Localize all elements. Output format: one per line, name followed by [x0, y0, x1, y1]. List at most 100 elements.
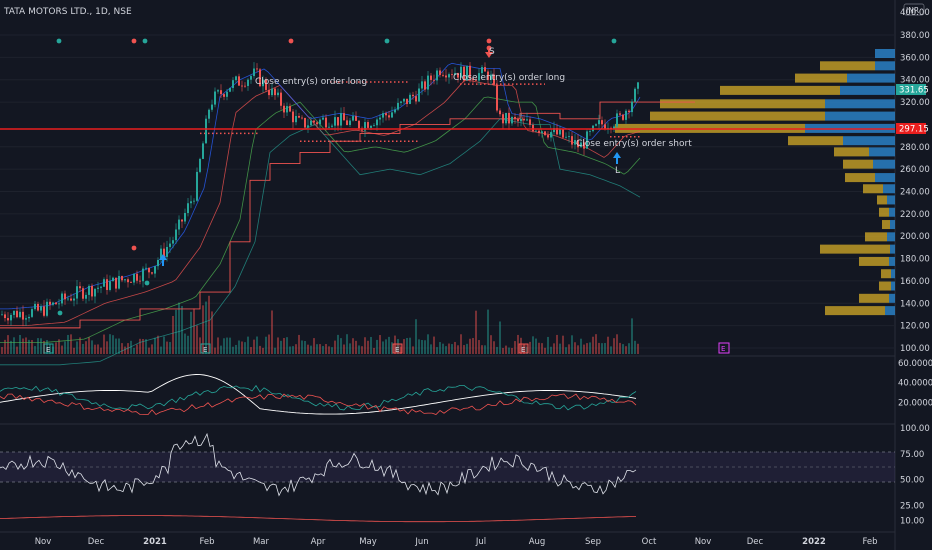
vp-bar-down	[887, 195, 895, 205]
volume-bar	[412, 346, 414, 354]
candle-body	[232, 80, 234, 88]
dmi-tick-label: 20.0000	[898, 398, 932, 408]
volume-bar	[163, 336, 165, 354]
rsi-axis[interactable]: 100.00 75.00 50.00 25.00 10.00	[900, 424, 930, 527]
volume-bar	[622, 344, 624, 354]
volume-bar	[118, 338, 120, 354]
volume-bar	[475, 310, 477, 354]
volume-bar	[49, 343, 51, 354]
volume-bar	[418, 339, 420, 354]
candle-body	[175, 229, 177, 241]
candle-body	[532, 124, 534, 132]
volume-bar	[283, 338, 285, 354]
candle-body	[385, 113, 387, 116]
time-tick-label: 2021	[143, 537, 167, 547]
volume-bar	[115, 338, 117, 354]
candle-body	[166, 246, 168, 257]
volume-bar	[628, 343, 630, 354]
symbol-title: TATA MOTORS LTD., 1D, NSE	[3, 7, 132, 17]
vp-bar-down	[875, 49, 895, 59]
candle-body	[493, 74, 495, 85]
volume-bar	[109, 334, 111, 354]
candle-body	[415, 96, 417, 102]
volume-bar	[10, 340, 12, 354]
candle-body	[130, 282, 132, 283]
currency-badge[interactable]	[903, 3, 925, 16]
vp-bar-up	[882, 220, 890, 230]
volume-bar	[280, 340, 282, 354]
adx-line	[0, 374, 637, 415]
signal-dot	[611, 38, 617, 44]
rsi-tick-label: 10.00	[900, 517, 924, 527]
candle-body	[394, 109, 396, 113]
candle-body	[397, 102, 399, 110]
candle-body	[547, 135, 549, 138]
candle-body	[364, 122, 366, 131]
candle-body	[25, 318, 27, 320]
volume-bar	[22, 338, 24, 354]
volume-bar	[637, 343, 639, 354]
candle-body	[94, 288, 96, 297]
candle-body	[82, 288, 84, 299]
volume-bar	[598, 342, 600, 354]
candle-body	[79, 286, 81, 289]
candle-body	[619, 113, 621, 115]
time-axis[interactable]: Nov Dec 2021 Feb Mar Apr May Jun Jul Aug Sep Oct Nov…	[35, 537, 878, 547]
time-tick-label: Aug	[529, 537, 546, 547]
candle-body	[283, 105, 285, 113]
volume-bar	[292, 346, 294, 354]
volume-bar	[355, 340, 357, 354]
volume-bar	[589, 342, 591, 354]
volume-bar	[229, 337, 231, 354]
candle-body	[520, 118, 522, 122]
time-tick-label: Mar	[253, 537, 270, 547]
volume-bar	[184, 333, 186, 354]
volume-bar	[433, 336, 435, 354]
volume-bar	[451, 344, 453, 354]
vp-bar-up	[881, 269, 891, 279]
volume-bar	[160, 346, 162, 354]
price-tick-label: 320.00	[900, 98, 930, 108]
candle-body	[577, 140, 579, 148]
volume-bar	[535, 338, 537, 354]
candle-body	[556, 128, 558, 135]
candle-body	[100, 286, 102, 288]
volume-bar	[139, 338, 141, 354]
volume-bar	[19, 334, 21, 354]
dmi-axis[interactable]: 60.0000 40.0000 20.0000	[898, 359, 932, 408]
volume-bar	[469, 338, 471, 354]
volume-bar	[517, 334, 519, 354]
vp-bar-down	[891, 269, 895, 279]
earnings-markers[interactable]: E E E E E	[43, 342, 730, 354]
volume-bar	[82, 343, 84, 354]
candle-body	[430, 75, 432, 80]
long-marker-label: L	[615, 166, 620, 176]
volume-bars	[1, 295, 639, 354]
volume-bar	[25, 337, 27, 354]
candle-body	[358, 120, 360, 129]
volume-bar	[523, 343, 525, 354]
volume-bar	[244, 342, 246, 354]
price-axis[interactable]: 380.00 360.00 340.00 320.00 280.00 260.00 240.…	[900, 31, 930, 354]
candle-body	[214, 91, 216, 105]
volume-bar	[259, 345, 261, 354]
vp-bar-up	[795, 73, 847, 83]
volume-bar	[586, 343, 588, 354]
volume-bar	[136, 344, 138, 354]
volume-bar	[325, 344, 327, 354]
candle-body	[13, 310, 15, 315]
candle-body	[115, 277, 117, 289]
candle-body	[46, 301, 48, 316]
volume-bar	[301, 340, 303, 354]
candle-body	[1, 314, 3, 316]
candle-body	[481, 67, 483, 74]
candle-body	[598, 120, 600, 125]
volume-bar	[178, 302, 180, 354]
candle-body	[292, 111, 294, 123]
candle-body	[91, 285, 93, 297]
volume-bar	[448, 343, 450, 354]
candle-body	[307, 125, 309, 128]
volume-bar	[37, 338, 39, 354]
candle-body	[595, 124, 597, 126]
